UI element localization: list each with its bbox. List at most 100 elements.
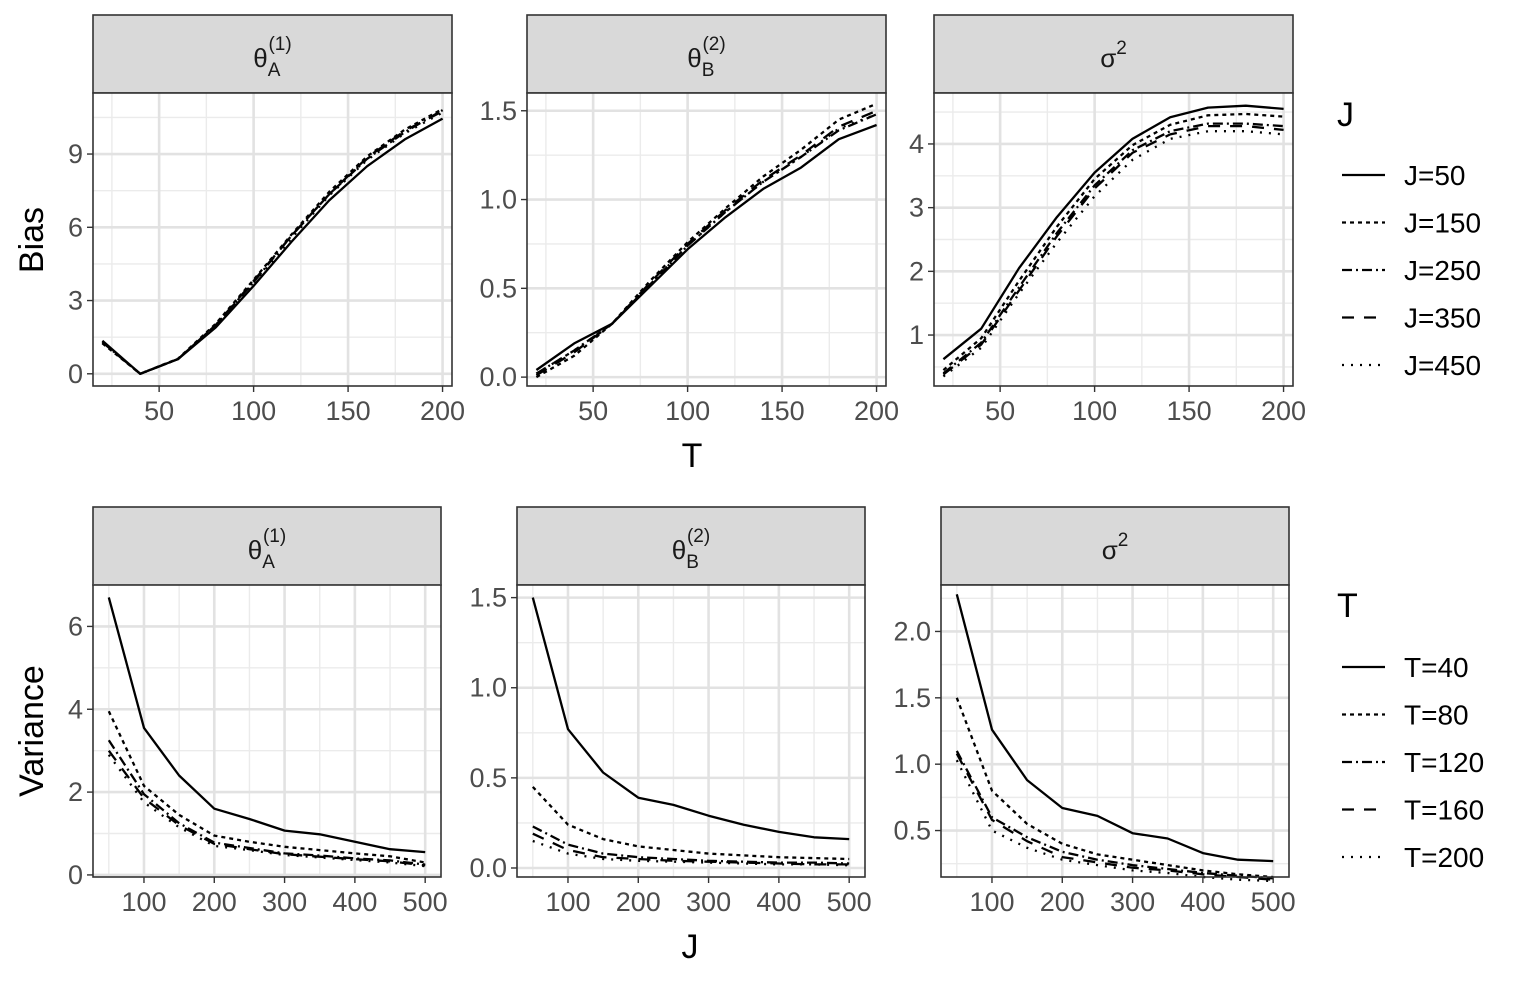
x-tick-label: 500 [827, 887, 872, 917]
x-tick-label: 200 [1261, 396, 1306, 426]
panel-border [940, 584, 1290, 878]
x-tick-label: 150 [1167, 396, 1212, 426]
x-tick-label: 400 [1180, 887, 1225, 917]
x-tick-label: 200 [1040, 887, 1085, 917]
legend-label: J=50 [1404, 160, 1466, 191]
series-line [532, 839, 850, 867]
y-tick-label: 1.5 [893, 683, 931, 713]
x-tick-label: 150 [326, 396, 371, 426]
x-tick-label: 100 [231, 396, 276, 426]
series-line [955, 750, 1274, 880]
series-line [942, 112, 1284, 371]
strip-label: σ2 [1102, 530, 1129, 565]
y-tick-label: 0.5 [479, 273, 517, 303]
strip [516, 506, 866, 586]
y-tick-label: 2 [68, 777, 83, 807]
legend-label: T=120 [1404, 747, 1484, 778]
x-tick-label: 400 [332, 887, 377, 917]
legend-label: T=160 [1404, 795, 1484, 826]
x-tick-label: 500 [403, 887, 448, 917]
series-line [535, 123, 878, 371]
x-tick-label: 400 [756, 887, 801, 917]
panel: θB(2) 100 200 300 400 500 0.0 0.5 1.0 1.5 [469, 506, 872, 917]
y-tick-label: 3 [68, 286, 83, 316]
panel: θB(2) 50 100 150 200 0.0 0.5 1.0 1.5 [479, 14, 899, 426]
panel-border [526, 92, 887, 387]
series-line [955, 697, 1274, 879]
y-tick-label: 4 [68, 694, 83, 724]
legend-title: J [1337, 96, 1354, 134]
series-line [955, 753, 1274, 881]
series-line [107, 710, 426, 864]
series-line [532, 825, 850, 865]
x-tick-label: 300 [262, 887, 307, 917]
series-line [532, 832, 850, 866]
x-tick-label: 50 [985, 396, 1015, 426]
x-axis-title: J [682, 928, 699, 966]
y-axis-title: Variance [13, 665, 51, 797]
series-line [101, 111, 444, 375]
series-line [955, 759, 1274, 883]
legend: T T=40 T=80 T=120 T=160 T=200 [1337, 587, 1484, 873]
x-tick-label: 100 [121, 887, 166, 917]
y-tick-label: 9 [68, 139, 83, 169]
series-line [942, 122, 1284, 375]
legend-label: J=250 [1404, 255, 1481, 286]
strip [526, 14, 887, 94]
y-tick-label: 1 [909, 320, 924, 350]
legend-label: T=80 [1404, 700, 1469, 731]
y-tick-label: 2 [909, 256, 924, 286]
panel-border [92, 92, 453, 387]
panel: θA(1) 100 200 300 400 500 0 2 4 6 [68, 506, 448, 917]
panel-border [92, 584, 442, 878]
y-tick-label: 0.5 [893, 816, 931, 846]
strip-label: σ2 [1100, 38, 1127, 73]
x-tick-label: 200 [854, 396, 899, 426]
y-tick-label: 3 [909, 193, 924, 223]
panel: σ2 50 100 150 200 1 2 3 4 [909, 14, 1306, 426]
x-tick-label: 300 [686, 887, 731, 917]
x-tick-label: 150 [760, 396, 805, 426]
strip-label: θB(2) [687, 34, 725, 81]
x-tick-label: 50 [144, 396, 174, 426]
y-tick-label: 1.0 [469, 673, 507, 703]
x-tick-label: 300 [1110, 887, 1155, 917]
series-line [942, 104, 1284, 361]
plot-area [527, 93, 886, 386]
series-line [531, 597, 850, 841]
series-line [535, 109, 878, 377]
series-line [531, 786, 850, 861]
y-tick-label: 2.0 [893, 616, 931, 646]
panel-border [516, 584, 866, 878]
legend-label: T=200 [1404, 842, 1484, 873]
x-axis-title: T [682, 437, 703, 475]
x-tick-label: 100 [665, 396, 710, 426]
legend-label: T=40 [1404, 652, 1469, 683]
series-line [942, 124, 1284, 376]
y-tick-label: 1.0 [479, 185, 517, 215]
legend-label: J=150 [1404, 208, 1481, 239]
x-tick-label: 200 [616, 887, 661, 917]
y-tick-label: 1.5 [479, 96, 517, 126]
y-tick-label: 0 [68, 359, 83, 389]
strip [92, 14, 453, 94]
strip-label: θA(1) [248, 526, 286, 573]
legend-title: T [1337, 587, 1358, 625]
panel-border [933, 92, 1294, 387]
y-tick-label: 0.5 [469, 763, 507, 793]
x-tick-label: 100 [969, 887, 1014, 917]
y-tick-label: 0.0 [469, 853, 507, 883]
strip-label: θB(2) [672, 526, 710, 573]
strip [940, 506, 1290, 586]
series-line [955, 594, 1274, 863]
series-line [101, 110, 444, 375]
y-tick-label: 0 [68, 860, 83, 890]
legend-label: J=350 [1404, 303, 1481, 334]
x-tick-label: 200 [192, 887, 237, 917]
series-line [107, 739, 426, 866]
x-tick-label: 100 [545, 887, 590, 917]
x-tick-label: 50 [578, 396, 608, 426]
y-tick-label: 0.0 [479, 362, 517, 392]
